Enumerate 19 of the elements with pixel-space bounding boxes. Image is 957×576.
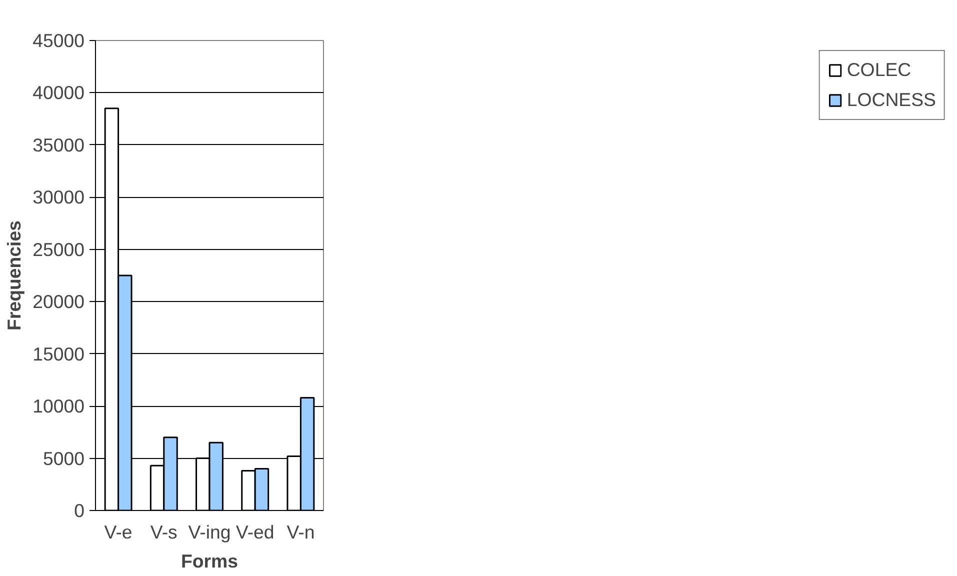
x-tick-label: V-ing: [188, 522, 231, 542]
x-tick-label: V-s: [150, 522, 178, 542]
y-tick-label: 5000: [42, 448, 85, 469]
y-axis-title: Frequencies: [4, 220, 25, 330]
y-tick-label: 30000: [32, 186, 85, 208]
y-tick-label: 0: [74, 500, 85, 521]
y-tick-label: 35000: [32, 134, 85, 156]
y-tick-label: 15000: [32, 343, 85, 364]
x-axis-title: Forms: [180, 550, 238, 572]
y-tick-label: 45000: [32, 30, 85, 51]
x-tick-label: V-ed: [236, 522, 274, 542]
y-tick-label: 10000: [32, 396, 85, 417]
y-tick-label: 25000: [32, 238, 85, 260]
y-tick-label: 20000: [32, 291, 85, 312]
x-tick-label: V-n: [286, 522, 315, 542]
x-tick-label: V-e: [104, 522, 132, 542]
legend-label: COLEC: [846, 59, 912, 81]
legend-label: LOCNESS: [846, 89, 936, 111]
y-tick-label: 40000: [32, 82, 85, 104]
